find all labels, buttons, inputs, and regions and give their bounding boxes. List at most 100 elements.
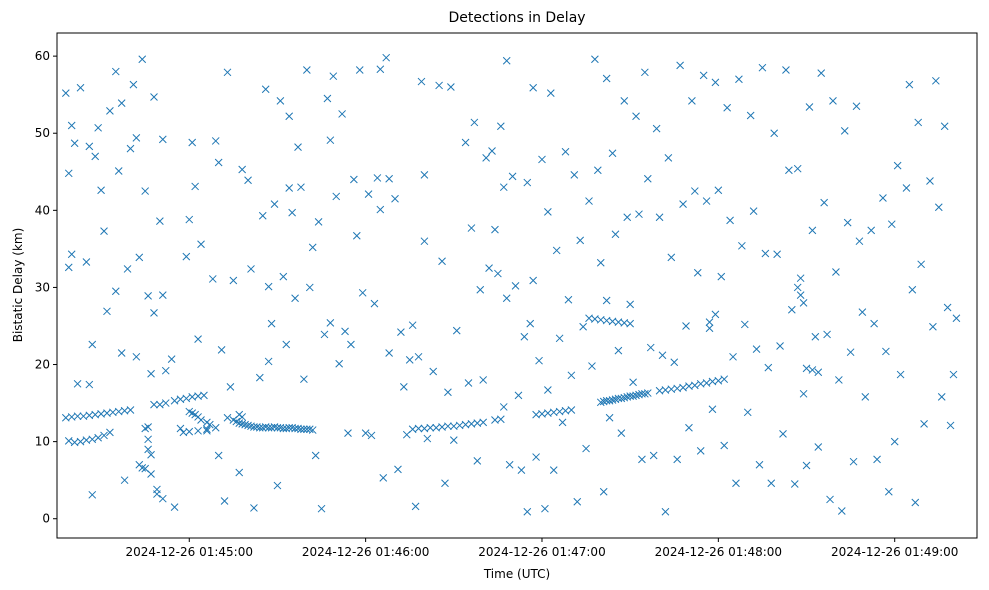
data-point: [229, 276, 238, 285]
data-point: [61, 89, 70, 97]
data-point: [867, 226, 876, 235]
data-point: [100, 431, 108, 440]
data-point: [320, 330, 329, 339]
data-point: [411, 502, 420, 511]
data-point: [67, 121, 76, 130]
data-point: [188, 138, 197, 147]
data-point: [100, 227, 108, 235]
data-point: [602, 296, 611, 305]
data-point: [449, 436, 458, 444]
data-point: [311, 451, 320, 460]
data-point: [820, 198, 829, 207]
data-point: [761, 249, 770, 258]
data-point: [641, 389, 649, 398]
data-point: [776, 342, 784, 350]
data-points: [61, 53, 961, 516]
data-point: [294, 143, 302, 151]
data-point: [529, 83, 538, 92]
data-point: [150, 400, 158, 409]
data-point: [682, 322, 690, 330]
data-point: [946, 421, 955, 430]
data-point: [185, 427, 194, 436]
data-point: [770, 129, 779, 138]
x-tick-label: 2024-12-26 01:45:00: [126, 545, 253, 559]
y-tick-label: 50: [35, 126, 50, 140]
data-point: [499, 403, 508, 411]
data-point: [279, 272, 288, 281]
data-point: [64, 263, 73, 272]
data-point: [738, 241, 746, 250]
data-point: [238, 413, 247, 421]
data-point: [555, 334, 564, 343]
data-point: [546, 89, 555, 97]
data-point: [291, 294, 299, 303]
data-point: [282, 340, 291, 349]
data-point: [441, 479, 449, 488]
data-point: [829, 96, 837, 105]
data-point: [435, 81, 443, 90]
data-point: [564, 295, 573, 304]
data-point: [834, 376, 843, 384]
data-point: [767, 479, 776, 488]
data-point: [517, 466, 526, 475]
data-point: [126, 406, 135, 414]
data-point: [526, 319, 535, 328]
data-point: [214, 158, 223, 167]
data-point: [67, 250, 76, 259]
data-point: [802, 364, 811, 373]
data-point: [135, 253, 144, 262]
data-point: [690, 187, 699, 195]
data-point: [132, 352, 141, 361]
data-point: [132, 134, 141, 142]
data-point: [376, 65, 385, 74]
data-point: [203, 426, 211, 435]
data-point: [111, 287, 120, 296]
data-point: [632, 112, 640, 121]
data-point: [217, 346, 226, 354]
data-point: [917, 260, 926, 269]
data-point: [405, 356, 414, 364]
data-point: [840, 127, 849, 135]
data-point: [949, 370, 958, 379]
data-point: [397, 328, 405, 336]
data-point: [338, 110, 346, 118]
data-point: [103, 307, 111, 316]
data-point: [417, 77, 426, 86]
data-point: [176, 424, 185, 433]
data-point: [714, 376, 723, 385]
data-point: [329, 72, 338, 81]
data-point: [391, 194, 399, 203]
data-point: [523, 507, 532, 516]
data-point: [826, 495, 834, 504]
data-point: [211, 137, 220, 145]
data-point: [758, 63, 767, 72]
data-point: [693, 268, 702, 277]
data-point: [297, 425, 305, 434]
data-point: [144, 292, 152, 300]
data-point: [658, 351, 667, 360]
data-point: [491, 225, 499, 234]
data-point: [73, 412, 82, 421]
data-point: [394, 465, 402, 474]
data-point: [596, 398, 605, 407]
x-tick-label: 2024-12-26 01:49:00: [831, 545, 958, 559]
data-point: [408, 321, 417, 330]
data-point: [905, 80, 914, 89]
y-tick-label: 10: [35, 435, 50, 449]
data-point: [708, 405, 717, 414]
data-point: [111, 67, 120, 76]
data-point: [679, 200, 687, 209]
data-point: [117, 99, 126, 108]
data-point: [723, 103, 732, 112]
data-point: [661, 507, 670, 516]
x-axis: 2024-12-26 01:45:00 2024-12-26 01:46:00 20…: [126, 538, 958, 559]
data-point: [326, 136, 335, 145]
data-point: [461, 138, 470, 147]
data-point: [914, 118, 923, 127]
data-point: [596, 258, 605, 267]
data-point: [940, 122, 949, 131]
data-point: [649, 451, 658, 460]
data-point: [858, 308, 867, 316]
data-point: [702, 379, 711, 387]
data-point: [538, 155, 546, 164]
